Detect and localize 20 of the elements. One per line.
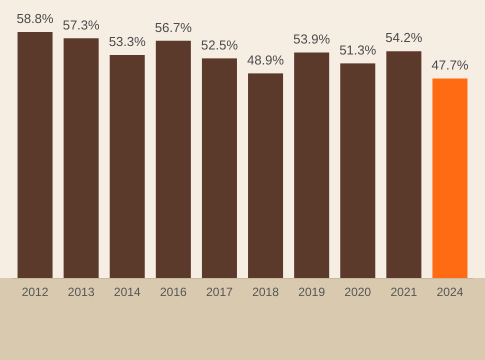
data-label: 56.7% bbox=[154, 20, 192, 35]
x-tick-label: 2017 bbox=[206, 285, 234, 299]
x-tick-label: 2020 bbox=[344, 285, 372, 299]
data-label: 57.3% bbox=[62, 17, 100, 32]
x-tick-label: 2016 bbox=[160, 285, 188, 299]
x-tick-label: 2014 bbox=[114, 285, 141, 299]
x-tick-label: 2019 bbox=[298, 285, 326, 299]
data-label: 48.9% bbox=[247, 52, 284, 68]
data-label: 52.5% bbox=[201, 37, 238, 52]
data-label: 51.3% bbox=[339, 42, 377, 58]
data-label: 54.2% bbox=[385, 30, 423, 46]
x-tick-label: 2024 bbox=[436, 285, 464, 299]
data-label: 53.9% bbox=[293, 32, 331, 46]
x-tick-label: 2012 bbox=[22, 285, 49, 299]
data-label: 47.7% bbox=[432, 57, 469, 72]
x-tick-label: 2013 bbox=[68, 285, 95, 299]
data-label: 53.3% bbox=[108, 34, 146, 50]
data-label: 58.8% bbox=[16, 11, 54, 26]
x-tick-label: 2021 bbox=[390, 285, 418, 299]
x-tick-label: 2018 bbox=[252, 285, 280, 299]
